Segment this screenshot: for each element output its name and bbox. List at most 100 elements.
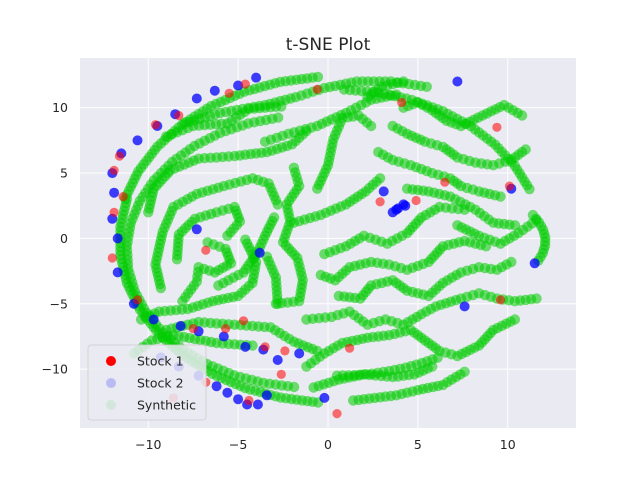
synthetic-point bbox=[202, 237, 213, 248]
stock-1-point bbox=[118, 192, 128, 202]
y-tick-label: 5 bbox=[60, 166, 68, 181]
stock-1-point bbox=[132, 295, 143, 305]
synthetic-point bbox=[288, 162, 300, 173]
y-tick-label: −10 bbox=[42, 362, 68, 377]
legend-label-stock-1: Stock 1 bbox=[137, 354, 184, 369]
legend-marker-synthetic bbox=[106, 400, 116, 410]
stock-1-point bbox=[188, 324, 198, 334]
stock-2-point bbox=[529, 258, 540, 269]
stock-1-point bbox=[492, 122, 502, 132]
synthetic-point bbox=[288, 381, 300, 393]
stock-1-point bbox=[280, 346, 290, 356]
stock-2-point bbox=[378, 186, 389, 197]
y-axis-ticks: −10 −5 0 5 10 bbox=[42, 100, 68, 376]
stock-1-point bbox=[312, 84, 322, 94]
synthetic-point bbox=[162, 167, 174, 179]
synthetic-point bbox=[531, 214, 542, 226]
synthetic-point bbox=[421, 81, 432, 93]
stock-2-point bbox=[452, 76, 463, 87]
stock-1-point bbox=[260, 342, 270, 352]
stock-1-point bbox=[332, 409, 342, 419]
stock-2-point bbox=[112, 233, 123, 244]
stock-1-point bbox=[224, 88, 234, 98]
stock-1-point bbox=[114, 151, 125, 161]
stock-2-point bbox=[148, 314, 159, 325]
stock-2-point bbox=[251, 72, 262, 83]
chart-title: t-SNE Plot bbox=[286, 35, 371, 55]
stock-2-point bbox=[319, 392, 330, 403]
legend-marker-stock-1 bbox=[106, 356, 116, 366]
stock-1-point bbox=[345, 343, 355, 353]
synthetic-point bbox=[222, 230, 233, 241]
stock-1-point bbox=[109, 165, 119, 175]
stock-2-point bbox=[261, 390, 272, 401]
stock-1-point bbox=[440, 177, 450, 187]
stock-2-point bbox=[240, 341, 251, 352]
stock-2-point bbox=[391, 204, 402, 215]
legend: Stock 1 Stock 2 Synthetic bbox=[87, 344, 207, 421]
synthetic-point bbox=[531, 293, 542, 304]
stock-1-point bbox=[276, 369, 286, 379]
legend-label-stock-2: Stock 2 bbox=[137, 376, 184, 391]
stock-2-point bbox=[233, 80, 244, 91]
stock-2-point bbox=[459, 301, 470, 312]
synthetic-point bbox=[374, 173, 386, 184]
synthetic-point bbox=[506, 256, 517, 268]
stock-1-point bbox=[397, 97, 407, 108]
stock-2-point bbox=[218, 331, 229, 342]
stock-2-point bbox=[191, 224, 202, 235]
synthetic-point bbox=[509, 220, 521, 231]
stock-2-point bbox=[272, 355, 283, 365]
x-tick-label: 0 bbox=[324, 437, 332, 452]
x-tick-label: −10 bbox=[135, 437, 161, 452]
stock-2-point bbox=[233, 394, 244, 405]
stock-1-point bbox=[495, 295, 506, 305]
legend-box bbox=[87, 344, 207, 421]
synthetic-point bbox=[135, 314, 147, 325]
legend-label-synthetic: Synthetic bbox=[137, 398, 196, 413]
synthetic-point bbox=[520, 144, 531, 155]
synthetic-point bbox=[516, 110, 528, 121]
stock-2-point bbox=[294, 348, 305, 359]
stock-1-point bbox=[221, 324, 231, 334]
legend-marker-stock-2 bbox=[106, 378, 116, 388]
stock-2-point bbox=[209, 85, 220, 96]
synthetic-point bbox=[459, 366, 470, 377]
stock-1-point bbox=[107, 253, 117, 263]
synthetic-point bbox=[495, 191, 506, 202]
synthetic-point bbox=[398, 76, 409, 87]
stock-2-point bbox=[400, 200, 411, 211]
x-tick-label: −5 bbox=[229, 437, 247, 452]
x-tick-label: 10 bbox=[500, 437, 516, 452]
series-stock-1 bbox=[107, 79, 515, 419]
y-tick-label: −5 bbox=[50, 296, 68, 311]
stock-1-point bbox=[375, 197, 385, 207]
y-tick-label: 10 bbox=[52, 100, 68, 115]
stock-1-point bbox=[504, 181, 515, 191]
stock-2-point bbox=[191, 93, 202, 104]
stock-2-point bbox=[254, 247, 265, 258]
synthetic-point bbox=[365, 120, 377, 132]
stock-1-point bbox=[240, 79, 250, 89]
stock-1-point bbox=[411, 195, 421, 206]
stock-2-point bbox=[175, 321, 186, 331]
synthetic-point bbox=[509, 314, 521, 325]
synthetic-point bbox=[272, 199, 283, 210]
stock-2-point bbox=[252, 399, 263, 410]
stock-1-point bbox=[174, 110, 184, 121]
stock-2-point bbox=[112, 267, 123, 278]
stock-1-point bbox=[201, 245, 211, 255]
stock-1-point bbox=[150, 120, 161, 130]
stock-1-point bbox=[244, 395, 254, 406]
stock-2-point bbox=[222, 387, 233, 398]
stock-2-point bbox=[132, 135, 143, 146]
stock-1-point bbox=[238, 316, 249, 326]
synthetic-point bbox=[427, 361, 438, 372]
synthetic-point bbox=[276, 101, 287, 112]
stock-1-point bbox=[109, 207, 119, 217]
synthetic-point bbox=[268, 212, 280, 223]
y-tick-label: 0 bbox=[60, 231, 68, 246]
stock-2-point bbox=[109, 187, 120, 198]
x-tick-label: 5 bbox=[414, 437, 422, 452]
